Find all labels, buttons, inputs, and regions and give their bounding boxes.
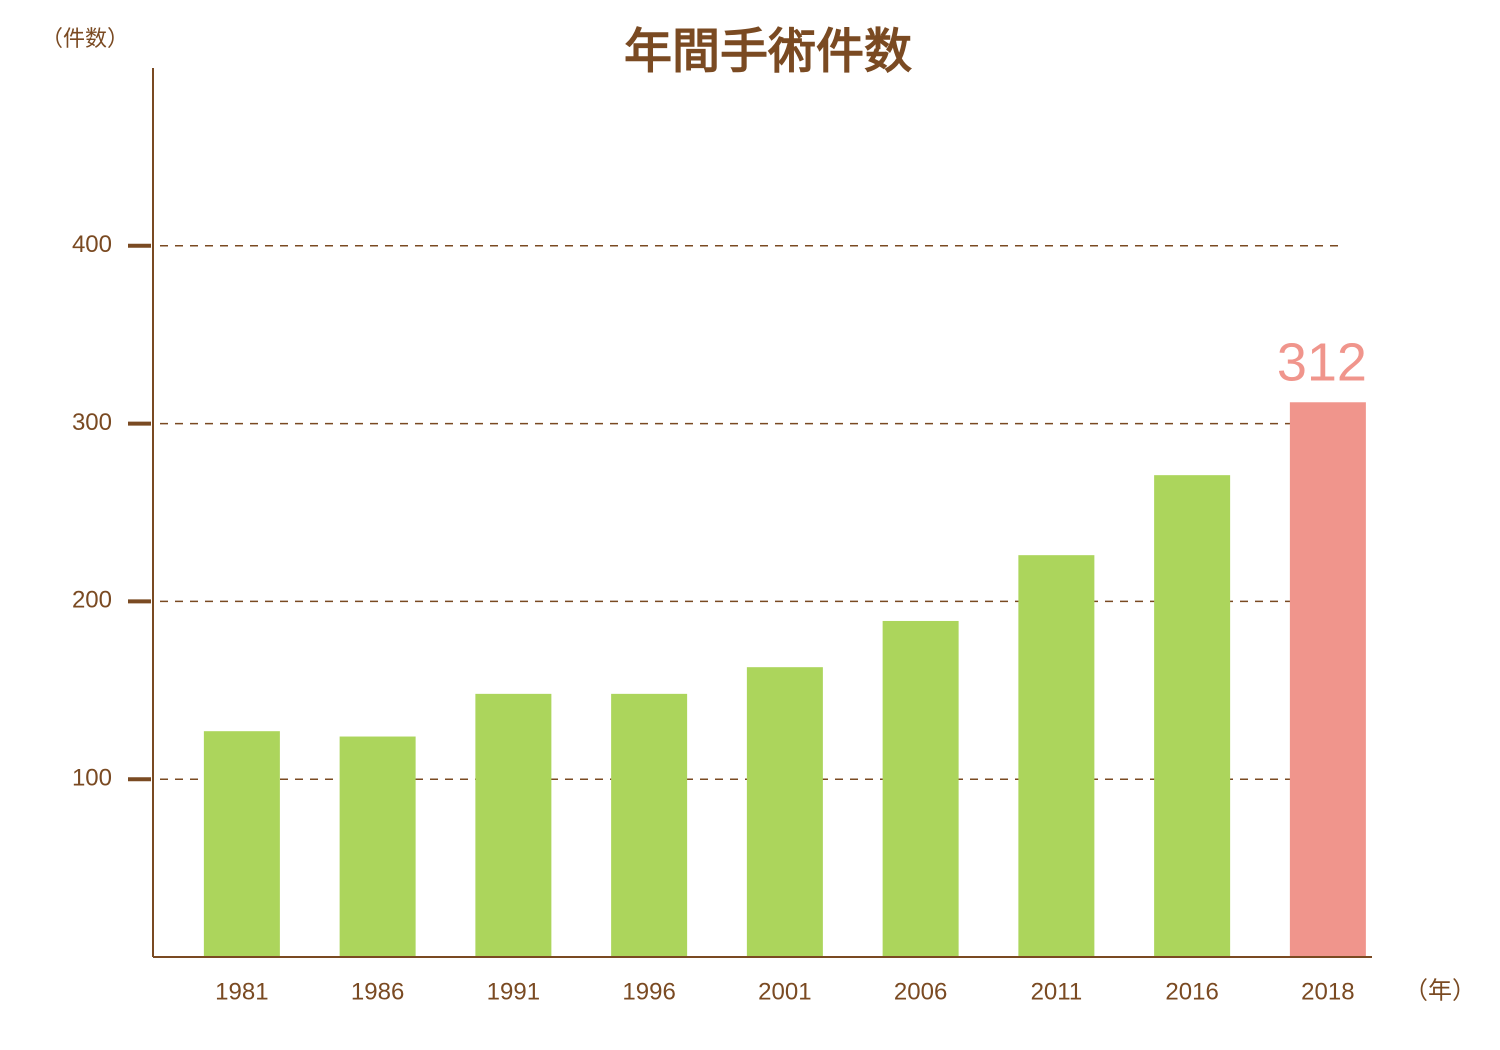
x-axis-label: （年）	[1404, 977, 1476, 1004]
y-tick-label: 100	[72, 765, 112, 792]
y-axis-label: （件数）	[41, 26, 129, 51]
x-tick-label: 1991	[487, 978, 540, 1005]
bar	[611, 693, 688, 957]
x-tick-label: 2001	[758, 978, 811, 1005]
x-tick-label: 2011	[1031, 978, 1083, 1005]
bar	[746, 667, 823, 957]
bar	[882, 620, 959, 957]
chart-title: 年間手術件数	[624, 26, 912, 79]
bar	[1289, 402, 1366, 957]
bar	[203, 731, 280, 957]
y-tick-label: 300	[72, 409, 112, 436]
bar	[1154, 475, 1231, 957]
x-tick-label: 2016	[1165, 978, 1218, 1005]
x-tick-label: 2006	[894, 978, 947, 1005]
bar	[475, 693, 552, 957]
y-tick-label: 200	[72, 587, 112, 614]
bar	[339, 736, 416, 957]
x-tick-label: 2018	[1301, 978, 1354, 1005]
bar	[1018, 555, 1095, 957]
value-label: 312	[1277, 333, 1367, 393]
x-tick-label: 1981	[215, 978, 268, 1005]
x-tick-label: 1996	[622, 978, 675, 1005]
y-tick-label: 400	[72, 231, 112, 258]
x-tick-label: 1986	[351, 978, 404, 1005]
